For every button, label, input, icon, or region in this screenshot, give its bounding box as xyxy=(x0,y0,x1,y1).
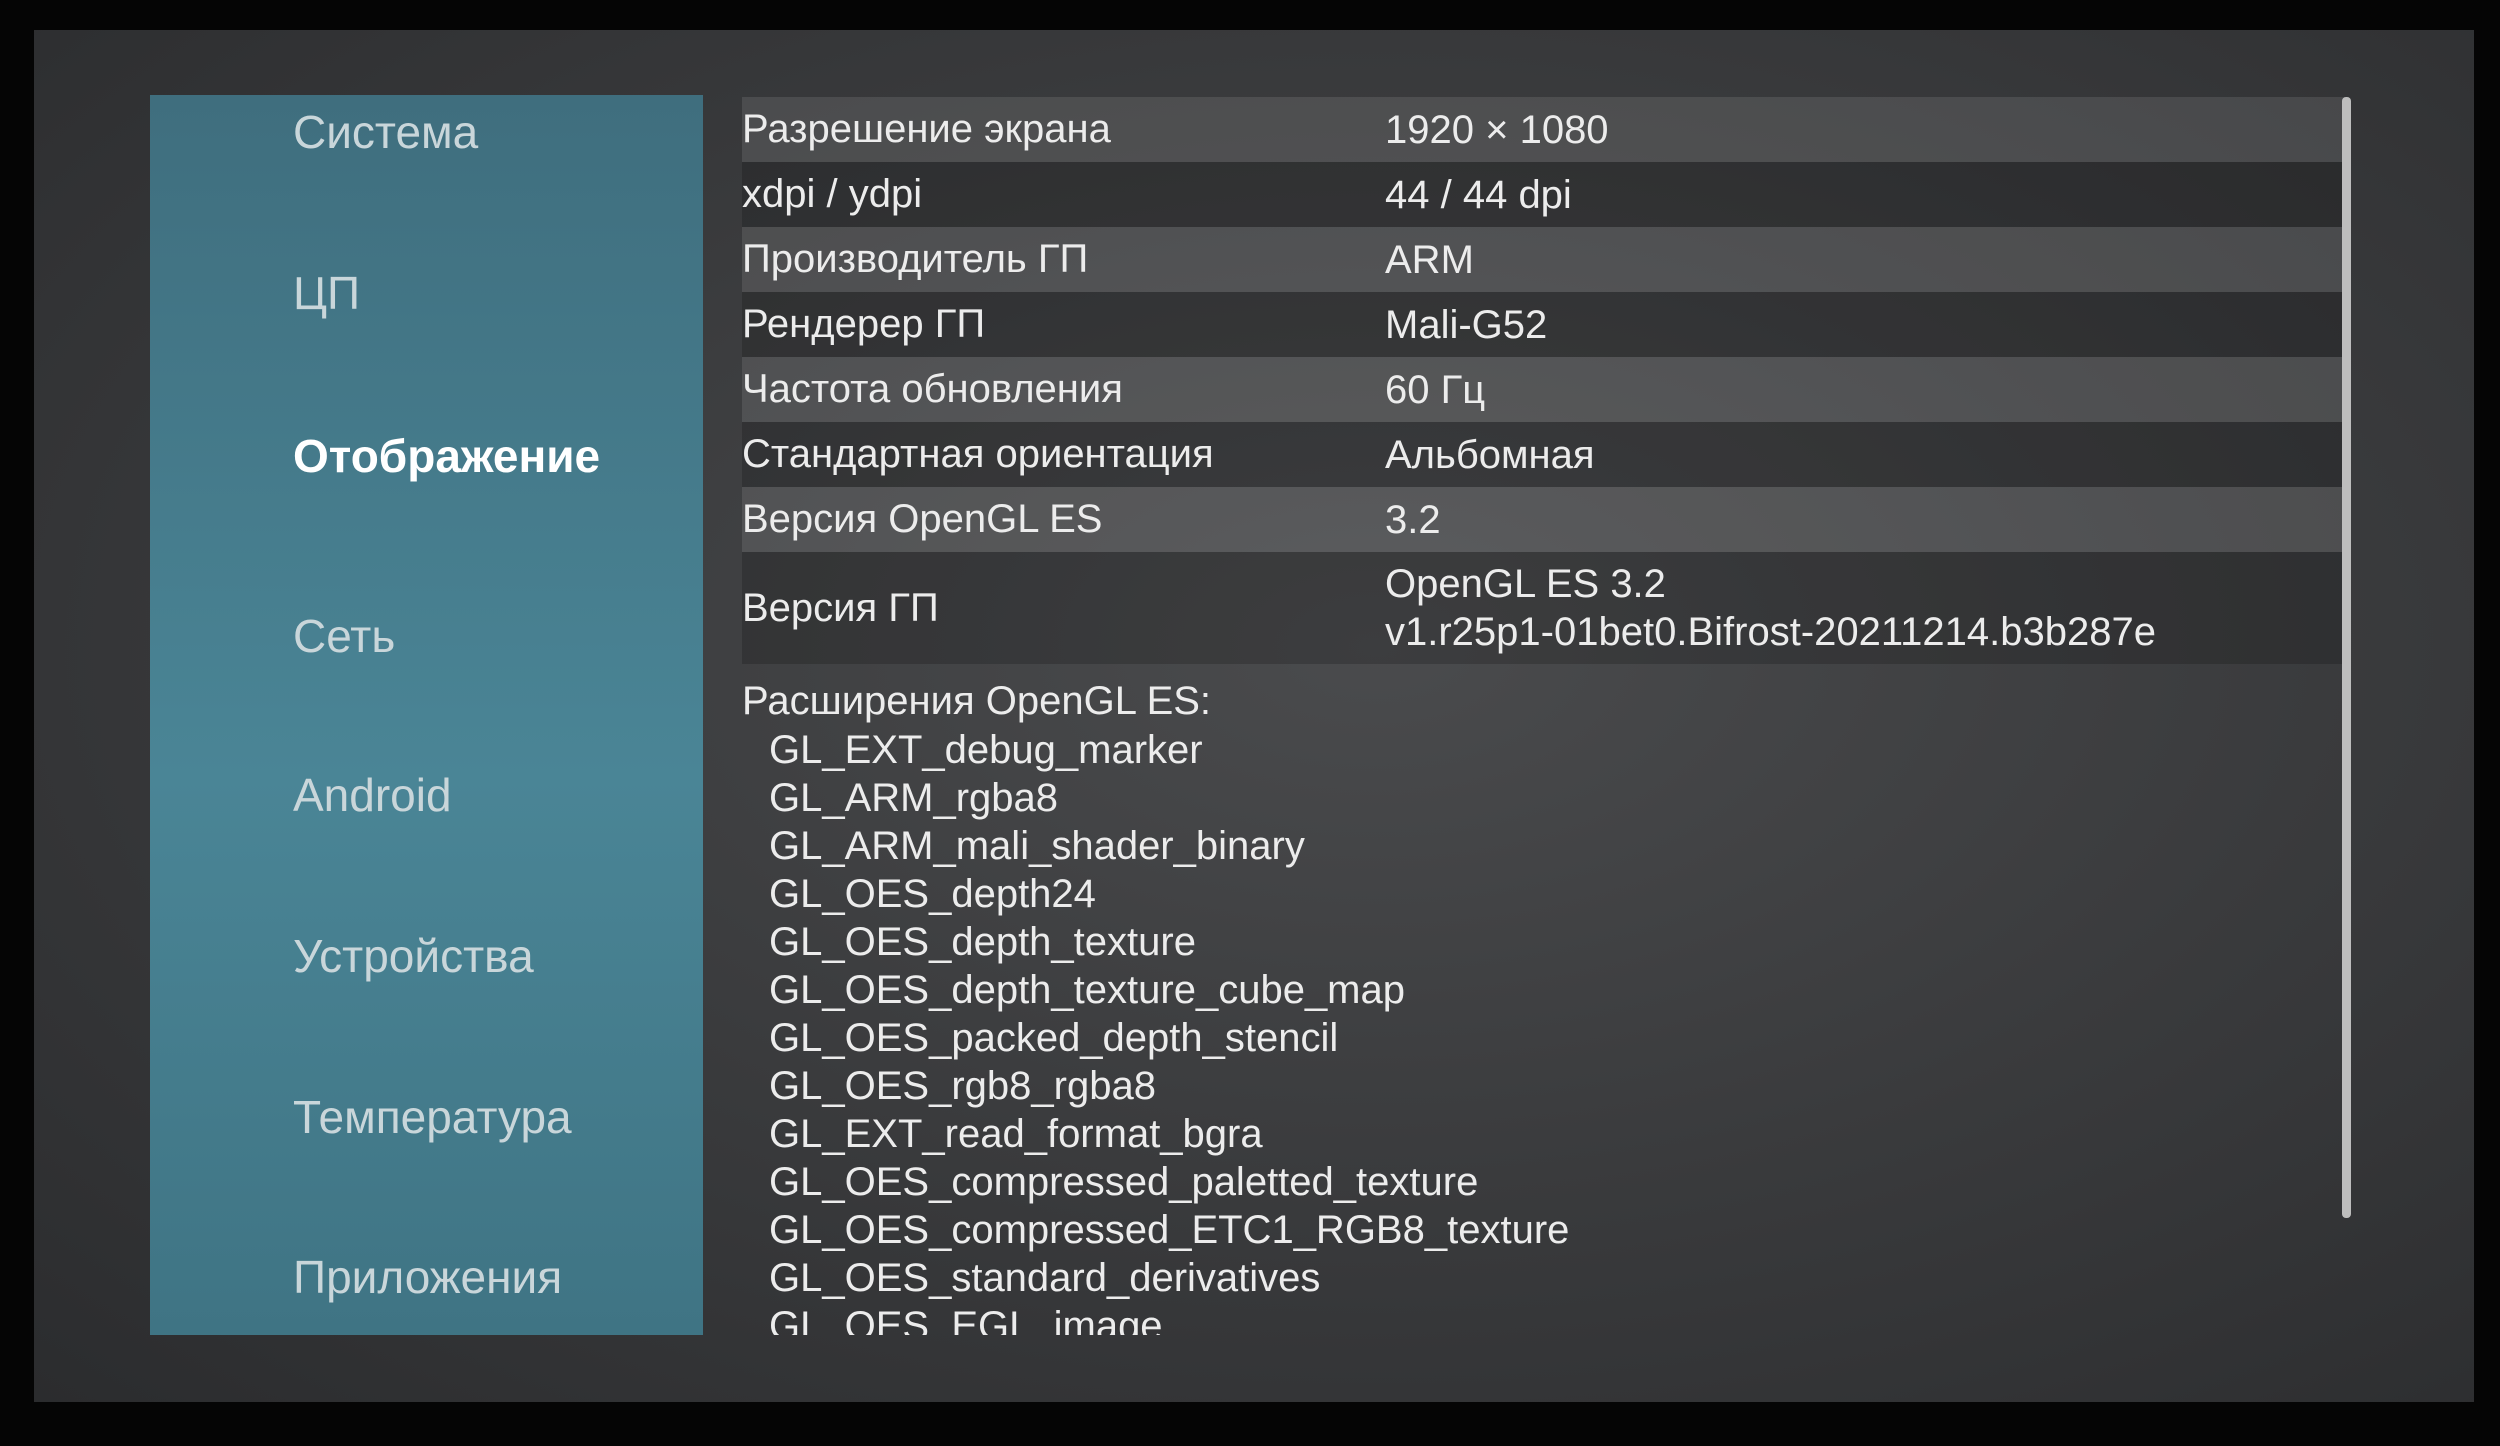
sidebar-item-apps[interactable]: Приложения xyxy=(293,1251,563,1303)
row-label: Версия OpenGL ES xyxy=(742,497,1103,541)
row-label: Разрешение экрана xyxy=(742,107,1111,151)
row-value: Альбомная xyxy=(1385,432,1595,477)
list-item: GL_OES_depth_texture xyxy=(769,920,1196,964)
row-value: ARM xyxy=(1385,237,1474,282)
list-item: GL_EXT_read_format_bgra xyxy=(769,1112,1263,1156)
info-row-orientation: Стандартная ориентация Альбомная xyxy=(742,422,2345,487)
info-row-gpu-version: Версия ГП OpenGL ES 3.2 v1.r25p1-01bet0.… xyxy=(742,552,2345,664)
sidebar-item-display[interactable]: Отображение xyxy=(293,430,601,482)
sidebar-item-network[interactable]: Сеть xyxy=(293,610,396,662)
info-row-gpu-vendor: Производитель ГП ARM xyxy=(742,227,2345,292)
row-value: Mali-G52 xyxy=(1385,302,1548,347)
list-item: GL_OES_packed_depth_stencil xyxy=(769,1016,1339,1060)
list-item: GL_OES_depth_texture_cube_map xyxy=(769,968,1405,1012)
row-label: Стандартная ориентация xyxy=(742,432,1214,476)
list-item: GL_ARM_mali_shader_binary xyxy=(769,824,1305,868)
row-label: xdpi / ydpi xyxy=(742,172,923,216)
sidebar-item-cpu[interactable]: ЦП xyxy=(293,267,361,319)
info-row-refresh-rate: Частота обновления 60 Гц xyxy=(742,357,2345,422)
row-value: 60 Гц xyxy=(1385,367,1486,412)
extensions-list: GL_EXT_debug_marker GL_ARM_rgba8 GL_ARM_… xyxy=(742,726,2345,1335)
list-item: GL_OES_standard_derivatives xyxy=(769,1256,1321,1300)
list-item: GL_EXT_debug_marker xyxy=(769,728,1203,772)
list-item: GL_OES_EGL_image xyxy=(769,1304,1163,1335)
row-value: 3.2 xyxy=(1385,497,1441,542)
row-label: Рендерер ГП xyxy=(742,302,986,346)
info-row-dpi: xdpi / ydpi 44 / 44 dpi xyxy=(742,162,2345,227)
row-value: 1920 × 1080 xyxy=(1385,107,1609,152)
list-item: GL_OES_compressed_paletted_texture xyxy=(769,1160,1479,1204)
list-item: GL_ARM_rgba8 xyxy=(769,776,1059,820)
row-value: 44 / 44 dpi xyxy=(1385,172,1572,217)
info-row-resolution: Разрешение экрана 1920 × 1080 xyxy=(742,97,2345,162)
row-value: OpenGL ES 3.2 v1.r25p1-01bet0.Bifrost-20… xyxy=(1385,560,2156,656)
info-row-gpu-renderer: Рендерер ГП Mali-G52 xyxy=(742,292,2345,357)
display-info-panel[interactable]: Разрешение экрана 1920 × 1080 xdpi / ydp… xyxy=(742,97,2345,1335)
extensions-title: Расширения OpenGL ES: xyxy=(742,679,1212,723)
sidebar-menu: Система ЦП Отображение Сеть Android Устр… xyxy=(150,95,703,1335)
row-value-line1: OpenGL ES 3.2 xyxy=(1385,562,1666,606)
sidebar-item-android[interactable]: Android xyxy=(293,769,452,821)
row-label: Версия ГП xyxy=(742,585,939,630)
list-item: GL_OES_depth24 xyxy=(769,872,1096,916)
info-row-opengl-version: Версия OpenGL ES 3.2 xyxy=(742,487,2345,552)
sidebar-item-system[interactable]: Система xyxy=(293,106,479,158)
row-value-line2: v1.r25p1-01bet0.Bifrost-20211214.b3b287e xyxy=(1385,610,2156,654)
row-label: Частота обновления xyxy=(742,367,1123,411)
list-item: GL_OES_compressed_ETC1_RGB8_texture xyxy=(769,1208,1570,1252)
scrollbar[interactable] xyxy=(2342,97,2351,1218)
list-item: GL_OES_rgb8_rgba8 xyxy=(769,1064,1156,1108)
sidebar-item-devices[interactable]: Устройства xyxy=(293,930,534,982)
sidebar-item-temperature[interactable]: Температура xyxy=(293,1091,572,1143)
row-label: Производитель ГП xyxy=(742,237,1089,281)
